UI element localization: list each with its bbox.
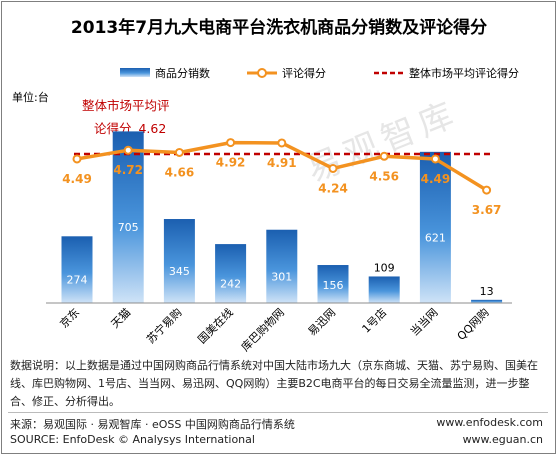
x-tick-3: 国美在线 bbox=[195, 305, 236, 346]
score-point-1 bbox=[123, 145, 133, 155]
legend-avg-label: 整体市场平均评论得分 bbox=[409, 66, 519, 80]
x-tick-2: 苏宁易购 bbox=[144, 305, 185, 346]
score-point-8 bbox=[482, 185, 492, 195]
bar-2 bbox=[163, 219, 195, 303]
bar-6 bbox=[368, 276, 400, 303]
bar-value-8: 13 bbox=[480, 285, 494, 298]
x-tick-5: 易迅网 bbox=[306, 306, 339, 339]
chart-title: 2013年7月九大电商平台洗衣机商品分销数及评论得分 bbox=[71, 17, 487, 38]
score-label-3: 4.92 bbox=[216, 156, 246, 170]
y-axis-unit: 单位:台 bbox=[12, 90, 49, 104]
legend-bar-label: 商品分销数 bbox=[155, 66, 210, 80]
score-label-0: 4.49 bbox=[62, 172, 92, 186]
bar-value-0: 274 bbox=[67, 274, 88, 287]
score-label-4: 4.91 bbox=[267, 156, 297, 170]
bar-3 bbox=[215, 244, 247, 303]
source-cn: 来源：易观国际 · 易观智库 · eOSS 中国网购商品行情系统 bbox=[10, 418, 295, 431]
avg-annotation-line1: 整体市场平均评 bbox=[82, 98, 170, 113]
score-line-group: 4.49 4.72 4.66 4.92 4.91 4.24 4.56 4.49 3.67 bbox=[62, 138, 502, 217]
bar-4 bbox=[266, 229, 298, 303]
score-label-8: 3.67 bbox=[472, 203, 502, 217]
score-point-6 bbox=[379, 151, 389, 161]
bar-5 bbox=[317, 265, 349, 303]
score-point-2 bbox=[174, 147, 184, 157]
bar-value-5: 156 bbox=[323, 279, 344, 292]
footer-divider bbox=[8, 412, 548, 413]
score-point-4 bbox=[277, 138, 287, 148]
bar-value-2: 345 bbox=[169, 265, 190, 278]
bar-8 bbox=[471, 299, 503, 303]
score-label-2: 4.66 bbox=[165, 165, 195, 179]
footer-url-1: www.enfodesk.com bbox=[436, 416, 543, 429]
footer-url-2: www.eguan.cn bbox=[462, 433, 543, 446]
bar-value-4: 301 bbox=[271, 270, 292, 283]
score-label-5: 4.24 bbox=[318, 181, 348, 195]
x-tick-1: 天猫 bbox=[109, 306, 134, 331]
legend-bar-swatch bbox=[120, 68, 150, 77]
x-axis-labels: 京东 天猫 苏宁易购 国美在线 库巴购物网 易迅网 1号店 当当网 QQ网购 bbox=[57, 305, 492, 354]
score-label-1: 4.72 bbox=[113, 163, 143, 177]
data-note: 数据说明：以上数据是通过中国网购商品行情系统对中国大陆市场九大（京东商城、天猫、… bbox=[10, 359, 538, 408]
bar-value-1: 705 bbox=[118, 221, 139, 234]
bar-1 bbox=[112, 131, 144, 303]
score-point-3 bbox=[226, 138, 236, 148]
bar-value-3: 242 bbox=[220, 278, 241, 291]
x-tick-4: 库巴购物网 bbox=[238, 305, 287, 354]
bar-value-7: 621 bbox=[425, 231, 446, 244]
score-label-6: 4.56 bbox=[369, 169, 399, 183]
x-tick-6: 1号店 bbox=[359, 305, 389, 335]
bar-0 bbox=[61, 236, 93, 303]
x-tick-7: 当当网 bbox=[407, 305, 440, 338]
x-tick-8: QQ网购 bbox=[454, 305, 492, 343]
legend-line-marker bbox=[257, 68, 267, 78]
bar-7 bbox=[419, 151, 451, 303]
bar-value-6: 109 bbox=[374, 261, 395, 274]
avg-annotation-value: 4.62 bbox=[138, 121, 166, 136]
bars-group: 274 705 345 242 301 156 109 621 13 bbox=[61, 131, 503, 303]
source-en: SOURCE: EnfoDesk © Analysys Internationa… bbox=[10, 433, 255, 446]
x-tick-0: 京东 bbox=[57, 305, 82, 330]
legend-line-label: 评论得分 bbox=[282, 66, 326, 80]
score-point-7 bbox=[430, 154, 440, 164]
score-label-7: 4.49 bbox=[421, 172, 451, 186]
score-point-5 bbox=[328, 163, 338, 173]
score-point-0 bbox=[72, 154, 82, 164]
